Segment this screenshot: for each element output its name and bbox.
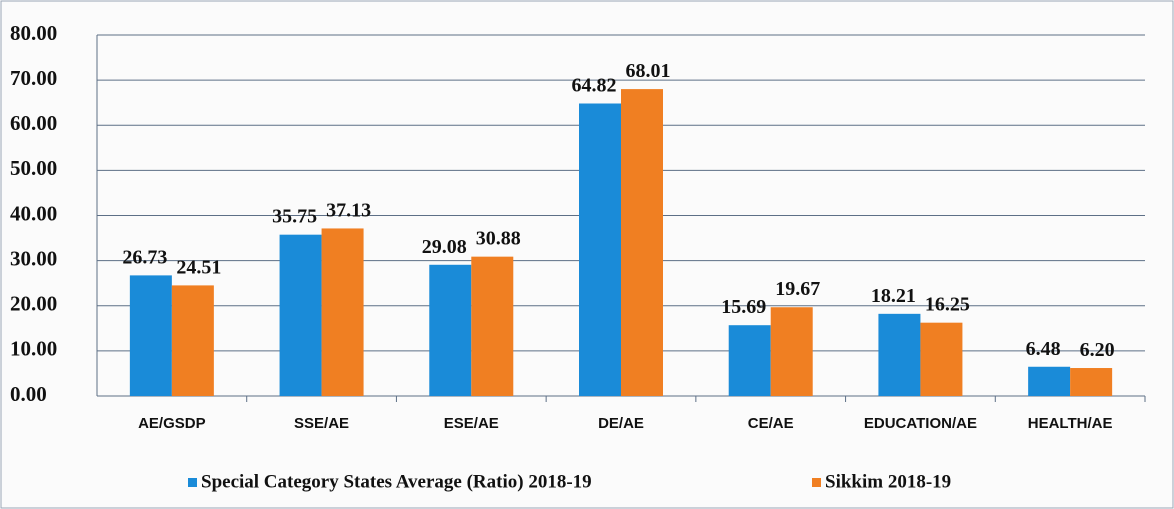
- x-tick-label: AE/GSDP: [138, 415, 206, 432]
- value-label: 6.20: [1080, 339, 1115, 361]
- value-label: 26.73: [122, 246, 167, 268]
- x-tick-label: ESE/AE: [444, 415, 499, 432]
- bar: [279, 234, 322, 396]
- x-tick-label: DE/AE: [598, 415, 644, 432]
- y-tick-label: 70.00: [10, 66, 57, 90]
- value-label: 37.13: [326, 199, 371, 221]
- bar: [429, 264, 472, 396]
- y-tick-label: 0.00: [10, 382, 47, 406]
- bar: [728, 325, 771, 396]
- value-label: 68.01: [626, 60, 671, 82]
- y-tick-label: 40.00: [10, 201, 57, 225]
- bar: [321, 228, 364, 396]
- value-label: 15.69: [721, 296, 766, 318]
- x-tick-label: CE/AE: [748, 415, 794, 432]
- bar: [920, 322, 963, 396]
- value-label: 29.08: [422, 236, 467, 258]
- bar: [471, 256, 514, 396]
- value-label: 30.88: [476, 228, 521, 250]
- y-tick-label: 30.00: [10, 246, 57, 270]
- bar: [1028, 366, 1071, 396]
- value-label: 19.67: [775, 278, 820, 300]
- value-label: 18.21: [871, 285, 916, 307]
- bar: [579, 103, 621, 396]
- value-label: 16.25: [925, 294, 970, 316]
- bar: [621, 89, 663, 397]
- legend-label: Sikkim 2018-19: [825, 471, 951, 492]
- x-tick-label: EDUCATION/AE: [864, 415, 977, 432]
- bar: [171, 285, 214, 396]
- value-label: 35.75: [272, 206, 317, 228]
- y-tick-label: 10.00: [10, 337, 57, 361]
- value-label: 64.82: [572, 74, 617, 96]
- bar: [878, 313, 921, 396]
- y-tick-label: 50.00: [10, 156, 57, 180]
- bar: [129, 275, 172, 396]
- y-tick-label: 20.00: [10, 292, 57, 316]
- y-tick-label: 80.00: [10, 21, 57, 45]
- y-tick-label: 60.00: [10, 111, 57, 135]
- legend-swatch: [188, 478, 197, 487]
- bar: [770, 307, 813, 396]
- legend-label: Special Category States Average (Ratio) …: [201, 471, 592, 492]
- bar: [1070, 368, 1113, 396]
- legend-swatch: [812, 478, 821, 487]
- value-label: 6.48: [1026, 338, 1061, 360]
- x-tick-label: SSE/AE: [294, 415, 349, 432]
- x-tick-label: HEALTH/AE: [1028, 415, 1113, 432]
- value-label: 24.51: [176, 256, 221, 278]
